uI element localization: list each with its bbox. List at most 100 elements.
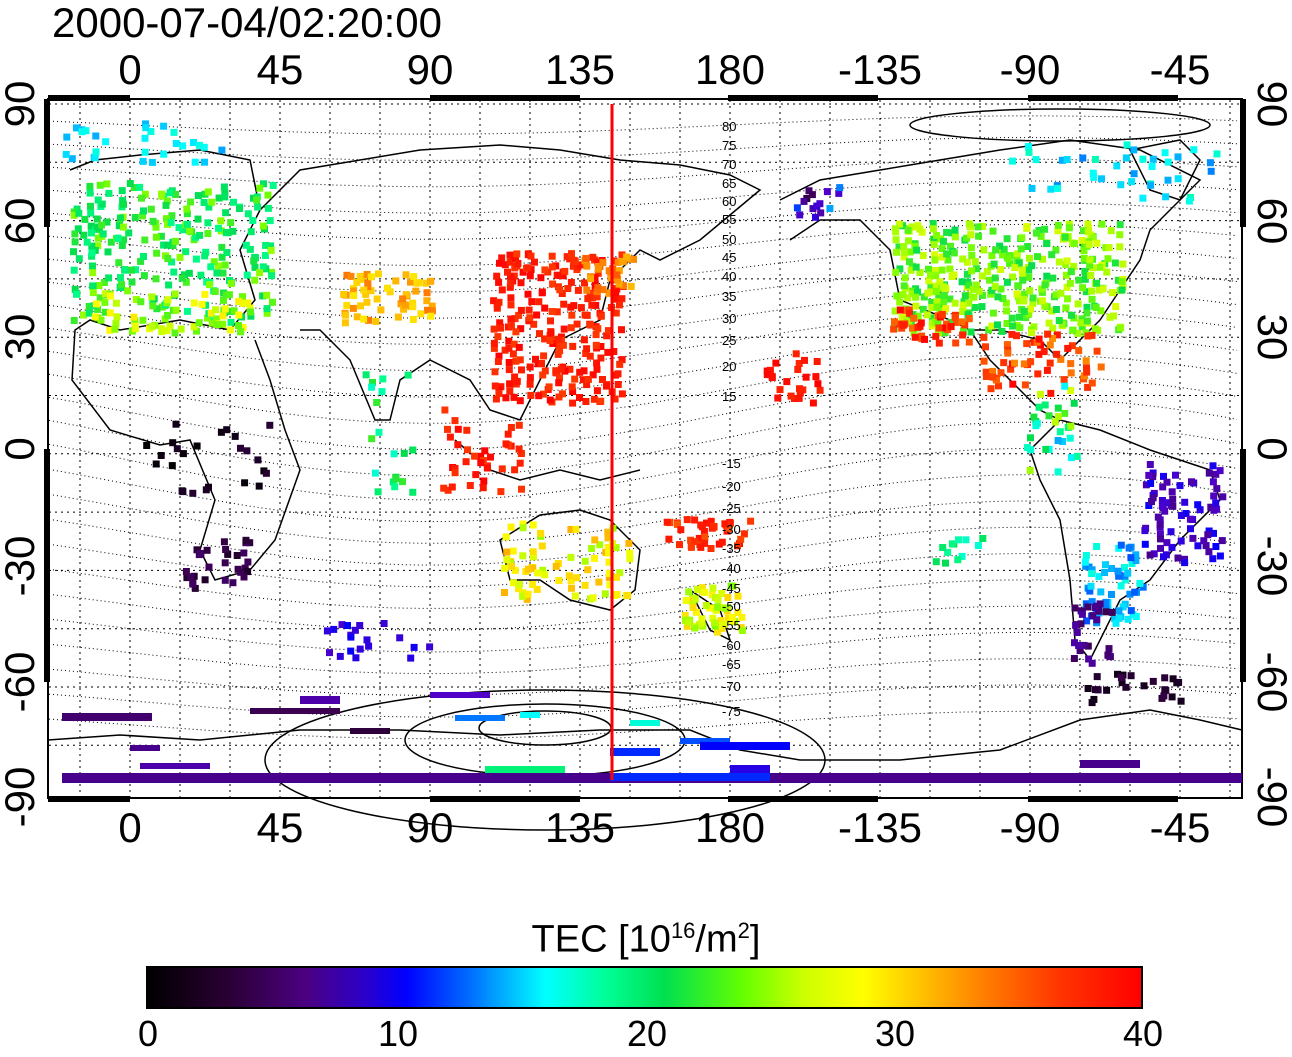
tec-cell <box>615 280 623 288</box>
tec-cell <box>1091 686 1099 694</box>
tec-cell <box>1136 579 1144 587</box>
tec-cell <box>930 235 938 243</box>
tec-cell <box>75 255 83 263</box>
tec-cell <box>194 192 202 200</box>
tec-cell <box>613 271 621 279</box>
tec-cell <box>1108 289 1116 297</box>
y-tick-left: -90 <box>0 767 43 828</box>
tec-cell <box>1087 582 1095 590</box>
tec-cell <box>1125 544 1133 552</box>
tec-cell <box>583 345 591 353</box>
tec-cell <box>1009 380 1017 388</box>
y-tick-right: 60 <box>1249 198 1292 245</box>
tec-cell <box>471 452 479 460</box>
tec-cell <box>479 484 487 492</box>
tec-cell <box>1017 245 1025 253</box>
tec-cell <box>985 326 993 334</box>
tec-cell <box>539 390 547 398</box>
tec-cell <box>1187 525 1194 533</box>
tec-cell <box>567 324 575 332</box>
tec-cell <box>201 158 208 166</box>
tec-cell <box>213 315 221 323</box>
tec-cell <box>774 394 782 402</box>
tec-cell <box>942 304 950 312</box>
tec-cell <box>952 339 960 347</box>
x-tick-top: 0 <box>118 46 141 93</box>
tec-cell <box>502 394 510 402</box>
tec-cell <box>360 286 368 294</box>
tec-cell <box>1083 364 1090 372</box>
tec-cell <box>422 279 430 287</box>
tec-cell <box>936 278 944 286</box>
tec-cell <box>149 302 157 310</box>
y-tick-left: -60 <box>0 652 43 713</box>
tec-cell <box>787 392 795 400</box>
tec-cell <box>390 450 398 458</box>
tec-cell <box>987 385 995 393</box>
tec-cell <box>586 352 594 360</box>
tec-cell <box>186 227 193 235</box>
tec-cell <box>491 382 499 390</box>
tec-cell <box>1161 149 1169 157</box>
tec-cell <box>373 295 381 303</box>
tec-cell <box>1132 551 1140 559</box>
tec-cell <box>515 581 523 589</box>
tec-cell <box>506 380 514 388</box>
tec-cell <box>965 299 973 307</box>
tec-cell <box>923 311 931 319</box>
tec-cell <box>1115 607 1123 615</box>
tec-cell <box>244 299 252 307</box>
tec-cell <box>267 242 275 250</box>
tec-cell <box>1130 170 1138 178</box>
x-tick-top: -45 <box>1150 46 1211 93</box>
tec-cell <box>1063 283 1071 291</box>
tec-cell <box>896 298 904 306</box>
tec-cell <box>893 248 900 256</box>
tec-cell <box>259 263 267 271</box>
tec-cell <box>587 321 595 329</box>
tec-cell <box>490 344 498 352</box>
tec-cell <box>960 327 967 335</box>
tec-cell <box>409 446 417 454</box>
contour-line <box>48 579 1238 631</box>
tec-cell <box>193 442 201 450</box>
tec-cell <box>1000 245 1008 253</box>
tec-cell <box>179 226 187 234</box>
tec-cell <box>217 217 225 225</box>
tec-cell <box>1218 537 1226 545</box>
tec-cell <box>987 290 995 298</box>
tec-cell <box>107 238 115 246</box>
tec-cell <box>1097 363 1105 371</box>
tec-cell <box>1128 560 1136 567</box>
tec-cell <box>964 311 972 319</box>
tec-cell <box>1162 499 1170 507</box>
tec-cell <box>360 315 368 323</box>
contour-label: 20 <box>722 359 736 374</box>
tec-cell <box>906 258 913 266</box>
tec-cell <box>996 242 1004 250</box>
tec-cell <box>1064 344 1072 352</box>
tec-cell <box>1096 263 1104 271</box>
tec-cell <box>583 262 591 270</box>
tec-cell <box>529 564 537 572</box>
tec-cell <box>1161 686 1169 694</box>
tec-cell <box>391 483 399 491</box>
contour-line <box>48 354 1238 424</box>
tec-cell <box>518 366 525 374</box>
tec-cell <box>221 261 229 269</box>
tec-cell <box>766 366 774 374</box>
tec-cell <box>493 272 501 280</box>
tec-cell <box>930 240 938 248</box>
tec-cell <box>552 367 560 375</box>
tec-cell <box>950 271 958 279</box>
tec-cell <box>581 581 589 589</box>
tec-cell <box>223 426 231 434</box>
tec-cell <box>618 390 626 398</box>
tec-cell <box>392 475 400 483</box>
tec-cell <box>374 488 382 496</box>
tec-cell <box>347 272 355 280</box>
tec-cell <box>113 313 121 321</box>
tec-cell <box>1113 162 1121 170</box>
tec-cell <box>932 272 940 280</box>
tec-cell <box>967 328 975 336</box>
